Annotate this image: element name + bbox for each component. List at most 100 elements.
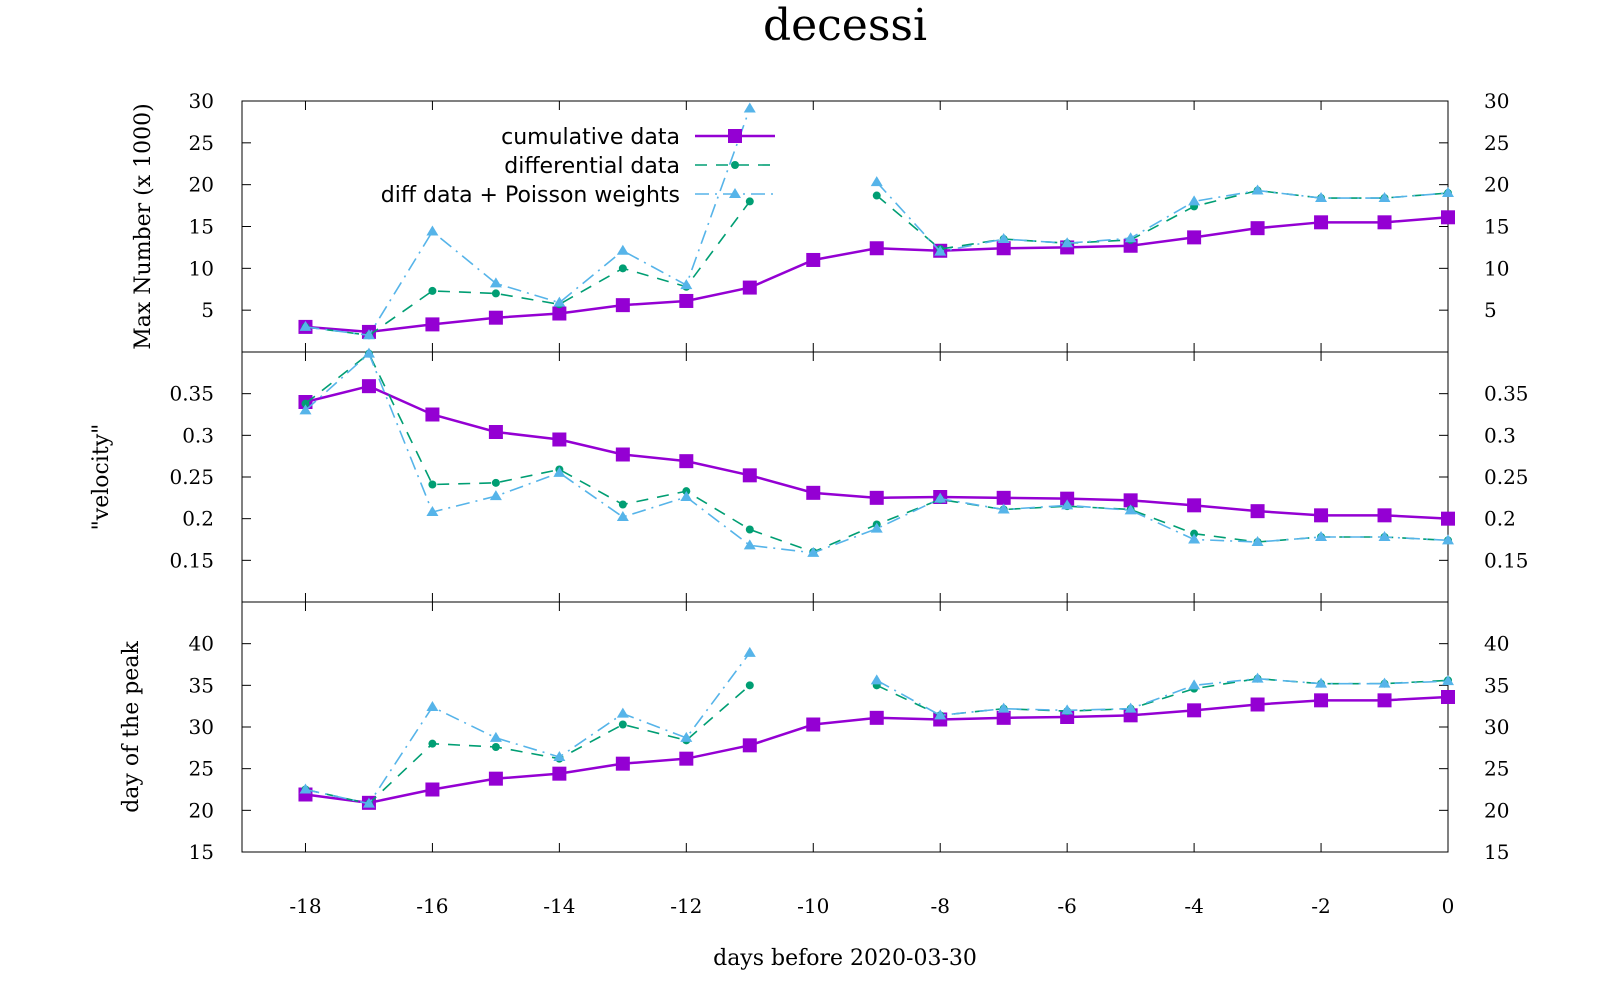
series-line [876, 189, 1449, 250]
data-point [1061, 237, 1074, 248]
data-point [616, 511, 629, 521]
data-point [1378, 531, 1391, 541]
data-point [997, 702, 1010, 713]
data-point [362, 347, 375, 358]
data-point [679, 751, 694, 766]
data-point [680, 731, 693, 742]
data-point [1377, 215, 1392, 230]
y-tick-label-left: 5 [201, 298, 214, 322]
data-point [1251, 672, 1264, 683]
series-line [305, 652, 751, 805]
data-point [616, 244, 629, 255]
series-line [876, 677, 1449, 717]
data-point [743, 646, 756, 657]
data-point [299, 320, 312, 331]
data-point [299, 783, 312, 794]
y-axis-label: "velocity" [89, 424, 114, 531]
data-point [1124, 232, 1137, 243]
data-point [997, 503, 1010, 514]
data-point [807, 546, 820, 557]
data-point [489, 277, 502, 288]
y-tick-label-right: 35 [1484, 673, 1509, 697]
y-tick-label-right: 5 [1484, 298, 1497, 322]
data-point [806, 252, 821, 267]
plot-frame [241, 351, 1449, 603]
y-tick-label-left: 0.3 [182, 423, 214, 447]
x-axis-label: days before 2020-03-30 [713, 946, 977, 971]
data-point [743, 102, 756, 113]
y-tick-label-right: 0.25 [1484, 465, 1529, 489]
y-tick-label-right: 0.35 [1484, 382, 1529, 406]
legend-marker [731, 161, 739, 169]
data-point [742, 468, 757, 483]
data-point [1250, 221, 1265, 236]
series-1 [298, 210, 1455, 339]
y-tick-label-left: 40 [189, 632, 214, 656]
data-point [934, 492, 947, 503]
y-tick-label-left: 0.25 [169, 465, 214, 489]
y-tick-label-right: 20 [1484, 173, 1509, 197]
data-point [745, 197, 754, 206]
data-point [615, 447, 630, 462]
data-point [491, 478, 500, 487]
data-point [742, 738, 757, 753]
data-point [934, 709, 947, 720]
data-point [428, 286, 437, 295]
data-point [1442, 534, 1454, 545]
data-point [299, 404, 312, 415]
data-point [934, 245, 947, 256]
data-point [1441, 511, 1455, 526]
series-2 [301, 186, 1452, 340]
data-point [426, 225, 439, 236]
x-tick-label: -10 [797, 894, 829, 918]
y-tick-label-left: 20 [189, 798, 214, 822]
series-3 [299, 102, 1454, 340]
data-point [1061, 704, 1074, 715]
data-point [1315, 677, 1328, 688]
data-point [1251, 536, 1264, 546]
data-point [618, 264, 627, 273]
data-point [806, 717, 821, 732]
chart-title: decessi [763, 0, 927, 51]
data-point [679, 293, 694, 308]
data-point [301, 399, 310, 408]
series-line [305, 684, 751, 805]
data-point [428, 739, 437, 748]
series-1 [298, 690, 1455, 810]
data-point [996, 241, 1011, 256]
data-point [1123, 238, 1138, 253]
y-tick-label-left: 10 [189, 256, 214, 280]
data-point [745, 681, 754, 690]
y-tick-label-right: 30 [1484, 715, 1509, 739]
data-point [425, 782, 440, 797]
x-tick-label: 0 [1442, 894, 1455, 918]
y-tick-label-left: 0.15 [169, 548, 214, 572]
series-1 [298, 379, 1455, 526]
data-point [488, 425, 503, 439]
legend-marker [729, 188, 741, 198]
data-point [1124, 702, 1137, 713]
data-point [1060, 491, 1075, 506]
data-point [425, 407, 440, 422]
series-3 [299, 347, 1454, 557]
y-tick-label-left: 0.2 [182, 507, 214, 531]
data-point [491, 289, 500, 298]
data-point [1123, 493, 1138, 508]
data-point [489, 490, 502, 501]
data-point [1314, 693, 1329, 708]
data-point [1187, 498, 1202, 513]
y-tick-label-right: 40 [1484, 632, 1509, 656]
series-line [305, 108, 751, 337]
data-point [1188, 195, 1201, 206]
data-point [426, 701, 439, 711]
series-2 [301, 674, 1452, 808]
data-point [491, 743, 500, 751]
data-point [1188, 679, 1201, 690]
data-point [362, 329, 375, 340]
data-point [488, 771, 503, 786]
y-tick-label-left: 30 [189, 89, 214, 113]
data-point [1187, 703, 1202, 718]
data-point [870, 176, 883, 187]
y-tick-label-left: 15 [189, 840, 214, 864]
y-tick-label-left: 25 [189, 131, 214, 155]
